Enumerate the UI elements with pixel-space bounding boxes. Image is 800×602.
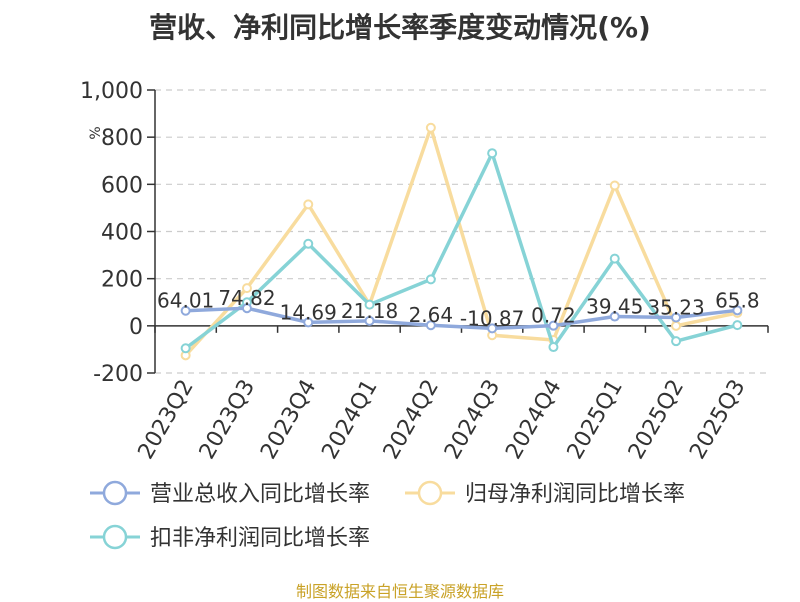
legend-marker (102, 480, 128, 506)
data-point (609, 180, 620, 191)
source-note: 制图数据来自恒生聚源数据库 (295, 582, 504, 601)
data-point (180, 343, 191, 354)
legend-marker (417, 480, 443, 506)
legend-label: 归母净利润同比增长率 (465, 482, 685, 507)
data-point (671, 320, 682, 331)
x-tick-label: 2024Q2 (379, 375, 444, 463)
x-tick-label: 2023Q2 (134, 376, 199, 464)
x-tick-label: 2023Q3 (195, 376, 260, 464)
y-tick-label: 600 (101, 173, 143, 198)
data-point (303, 238, 314, 249)
y-tick-label: -200 (93, 362, 143, 387)
legend-label: 扣非净利润同比增长率 (150, 526, 370, 551)
x-tick-label: 2024Q4 (501, 376, 566, 464)
series-line (185, 306, 738, 331)
x-tick-label: 2024Q3 (440, 376, 505, 464)
data-point (732, 320, 743, 331)
legend-label: 营业总收入同比增长率 (150, 482, 370, 507)
x-tick-label: 2025Q2 (624, 376, 689, 464)
data-point (364, 299, 375, 310)
y-tick-label: 800 (101, 126, 143, 151)
data-label: 35.23 (647, 296, 704, 320)
data-point (241, 283, 252, 294)
series-line (184, 151, 738, 350)
data-point (241, 303, 252, 314)
legend-marker (102, 524, 128, 550)
data-label: 21.18 (341, 299, 398, 323)
series-line (184, 125, 738, 357)
data-label: 64.01 (157, 289, 214, 313)
data-label: 39.45 (586, 295, 643, 319)
data-point (487, 148, 498, 159)
y-tick-label: 0 (129, 315, 143, 340)
data-point (548, 342, 559, 353)
data-point (425, 122, 436, 133)
data-label: 0.72 (531, 304, 576, 328)
data-point (425, 274, 436, 285)
data-label: 74.82 (218, 286, 275, 310)
x-tick-label: 2024Q1 (317, 376, 382, 464)
y-tick-label: 1,000 (80, 79, 143, 104)
data-point (303, 199, 314, 210)
y-axis-unit: % (88, 126, 104, 139)
data-label: -10.87 (460, 306, 524, 330)
x-tick-label: 2025Q1 (563, 376, 628, 464)
data-point (732, 305, 743, 316)
data-point (425, 320, 436, 331)
data-point (548, 320, 559, 331)
data-point (180, 305, 191, 316)
data-point (671, 312, 682, 323)
x-tick-label: 2023Q4 (256, 376, 321, 464)
data-point (609, 311, 620, 322)
data-point (487, 323, 498, 334)
data-point (303, 317, 314, 328)
x-tick-label: 2025Q3 (685, 376, 750, 464)
y-tick-label: 200 (101, 268, 143, 293)
data-point (609, 253, 620, 264)
y-tick-label: 400 (101, 221, 143, 246)
data-label: 65.8 (715, 288, 760, 312)
data-point (671, 336, 682, 347)
chart-title: 营收、净利同比增长率季度变动情况(%) (149, 11, 651, 44)
data-label: 14.69 (280, 300, 337, 324)
data-point (364, 315, 375, 326)
data-label: 2.64 (409, 303, 454, 327)
